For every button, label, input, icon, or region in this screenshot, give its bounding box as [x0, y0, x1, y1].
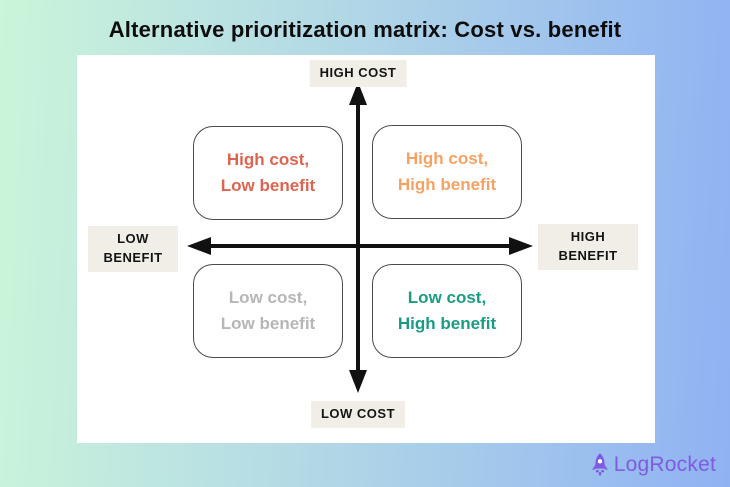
- axis-label-low-cost: LOW COST: [310, 401, 406, 428]
- axis-label-high-benefit-line1: HIGH: [570, 229, 606, 244]
- quadrant-text-line2: Low benefit: [220, 176, 316, 195]
- matrix-card: HIGH COST LOW COST LOW BENEFIT HIGH BENE…: [77, 55, 655, 443]
- page-title: Alternative prioritization matrix: Cost …: [108, 17, 622, 42]
- quadrant-text-line1: Low cost,: [228, 287, 308, 307]
- quadrant-low-cost-high-benefit: Low cost, High benefit: [372, 264, 522, 358]
- axis-label-high-benefit-line2: BENEFIT: [558, 247, 618, 263]
- axis-label-low-benefit-line2: BENEFIT: [103, 249, 163, 265]
- quadrant-low-cost-low-benefit: Low cost, Low benefit: [193, 264, 343, 358]
- arrowhead-up-icon: [349, 82, 367, 105]
- quadrant-text-line2: High benefit: [397, 314, 497, 333]
- axis-label-high-benefit: HIGH BENEFIT: [538, 224, 638, 270]
- quadrant-text-line1: Low cost,: [407, 287, 487, 307]
- quadrant-high-cost-low-benefit: High cost, Low benefit: [193, 126, 343, 220]
- quadrant-text-line1: High cost,: [226, 149, 310, 169]
- logrocket-logo-text: LogRocket: [613, 453, 716, 476]
- arrowhead-down-icon: [349, 370, 367, 393]
- arrowhead-right-icon: [509, 237, 533, 255]
- quadrant-text-line1: High cost,: [405, 148, 489, 168]
- quadrant-high-cost-high-benefit: High cost, High benefit: [372, 125, 522, 219]
- axis-label-high-cost: HIGH COST: [309, 60, 407, 87]
- axis-label-low-benefit: LOW BENEFIT: [88, 226, 178, 272]
- quadrant-text-line2: Low benefit: [220, 314, 316, 333]
- quadrant-text-line2: High benefit: [397, 175, 497, 194]
- axes-graphic: [187, 82, 533, 393]
- arrowhead-left-icon: [187, 237, 211, 255]
- rocket-icon: [589, 452, 611, 478]
- logrocket-logo: LogRocket: [589, 452, 716, 478]
- axis-label-low-benefit-line1: LOW: [117, 231, 149, 246]
